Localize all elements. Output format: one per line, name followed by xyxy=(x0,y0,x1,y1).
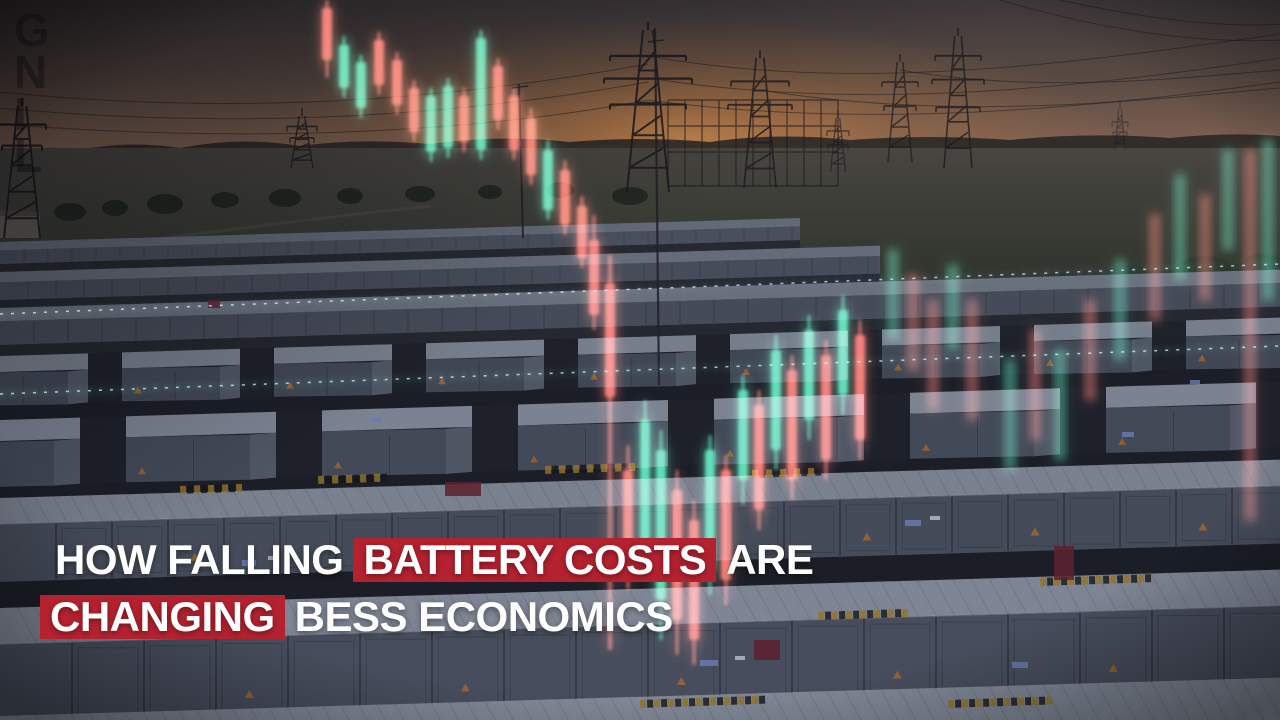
headline-text-suffix: ARE xyxy=(726,536,814,583)
headline-text-prefix: HOW FALLING xyxy=(55,536,344,583)
headline-highlight-battery-costs: BATTERY COSTS xyxy=(353,538,717,582)
svg-text:L: L xyxy=(14,130,42,182)
svg-text:G: G xyxy=(14,4,50,56)
svg-text:N: N xyxy=(14,46,47,98)
headline: HOW FALLING BATTERY COSTS ARE CHANGING B… xyxy=(40,536,814,639)
headline-line-2: CHANGING BESS ECONOMICS xyxy=(40,595,813,639)
headline-highlight-changing: CHANGING xyxy=(40,595,285,639)
candlestick-downtrend xyxy=(320,0,617,650)
headline-text-line2: BESS ECONOMICS xyxy=(294,593,674,640)
svg-text:I: I xyxy=(14,88,27,140)
headline-line-1: HOW FALLING BATTERY COSTS ARE xyxy=(55,536,814,583)
